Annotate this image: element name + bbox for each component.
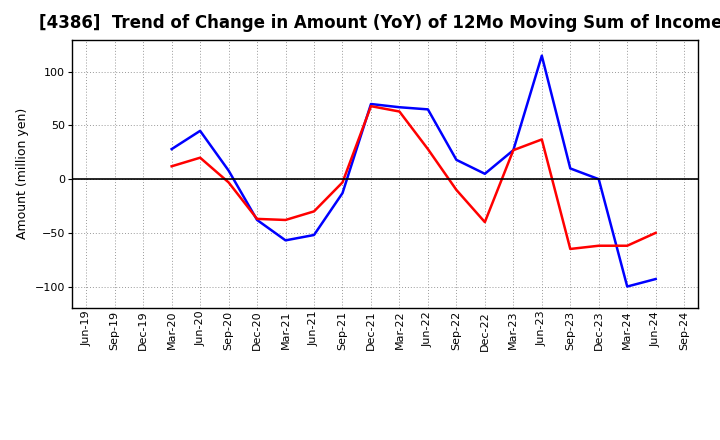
Net Income: [338, 180, 347, 185]
Net Income: [395, 109, 404, 114]
Net Income: [480, 220, 489, 225]
Net Income: [652, 230, 660, 235]
Net Income: [253, 216, 261, 221]
Ordinary Income: [509, 147, 518, 153]
Ordinary Income: [253, 217, 261, 223]
Net Income: [452, 187, 461, 193]
Title: [4386]  Trend of Change in Amount (YoY) of 12Mo Moving Sum of Incomes: [4386] Trend of Change in Amount (YoY) o…: [38, 15, 720, 33]
Net Income: [225, 180, 233, 185]
Ordinary Income: [652, 276, 660, 282]
Net Income: [366, 103, 375, 109]
Net Income: [282, 217, 290, 223]
Line: Net Income: Net Income: [171, 106, 656, 249]
Net Income: [623, 243, 631, 248]
Ordinary Income: [595, 176, 603, 182]
Ordinary Income: [196, 128, 204, 133]
Ordinary Income: [225, 168, 233, 173]
Ordinary Income: [338, 191, 347, 196]
Net Income: [566, 246, 575, 252]
Ordinary Income: [423, 107, 432, 112]
Ordinary Income: [282, 238, 290, 243]
Ordinary Income: [366, 101, 375, 106]
Ordinary Income: [537, 53, 546, 59]
Net Income: [595, 243, 603, 248]
Net Income: [196, 155, 204, 160]
Net Income: [537, 137, 546, 142]
Ordinary Income: [623, 284, 631, 289]
Ordinary Income: [167, 147, 176, 152]
Net Income: [310, 209, 318, 214]
Line: Ordinary Income: Ordinary Income: [171, 56, 656, 286]
Ordinary Income: [452, 157, 461, 162]
Ordinary Income: [310, 232, 318, 238]
Net Income: [167, 164, 176, 169]
Y-axis label: Amount (million yen): Amount (million yen): [16, 108, 29, 239]
Ordinary Income: [566, 166, 575, 171]
Net Income: [423, 147, 432, 152]
Ordinary Income: [480, 171, 489, 176]
Net Income: [509, 147, 518, 153]
Ordinary Income: [395, 105, 404, 110]
